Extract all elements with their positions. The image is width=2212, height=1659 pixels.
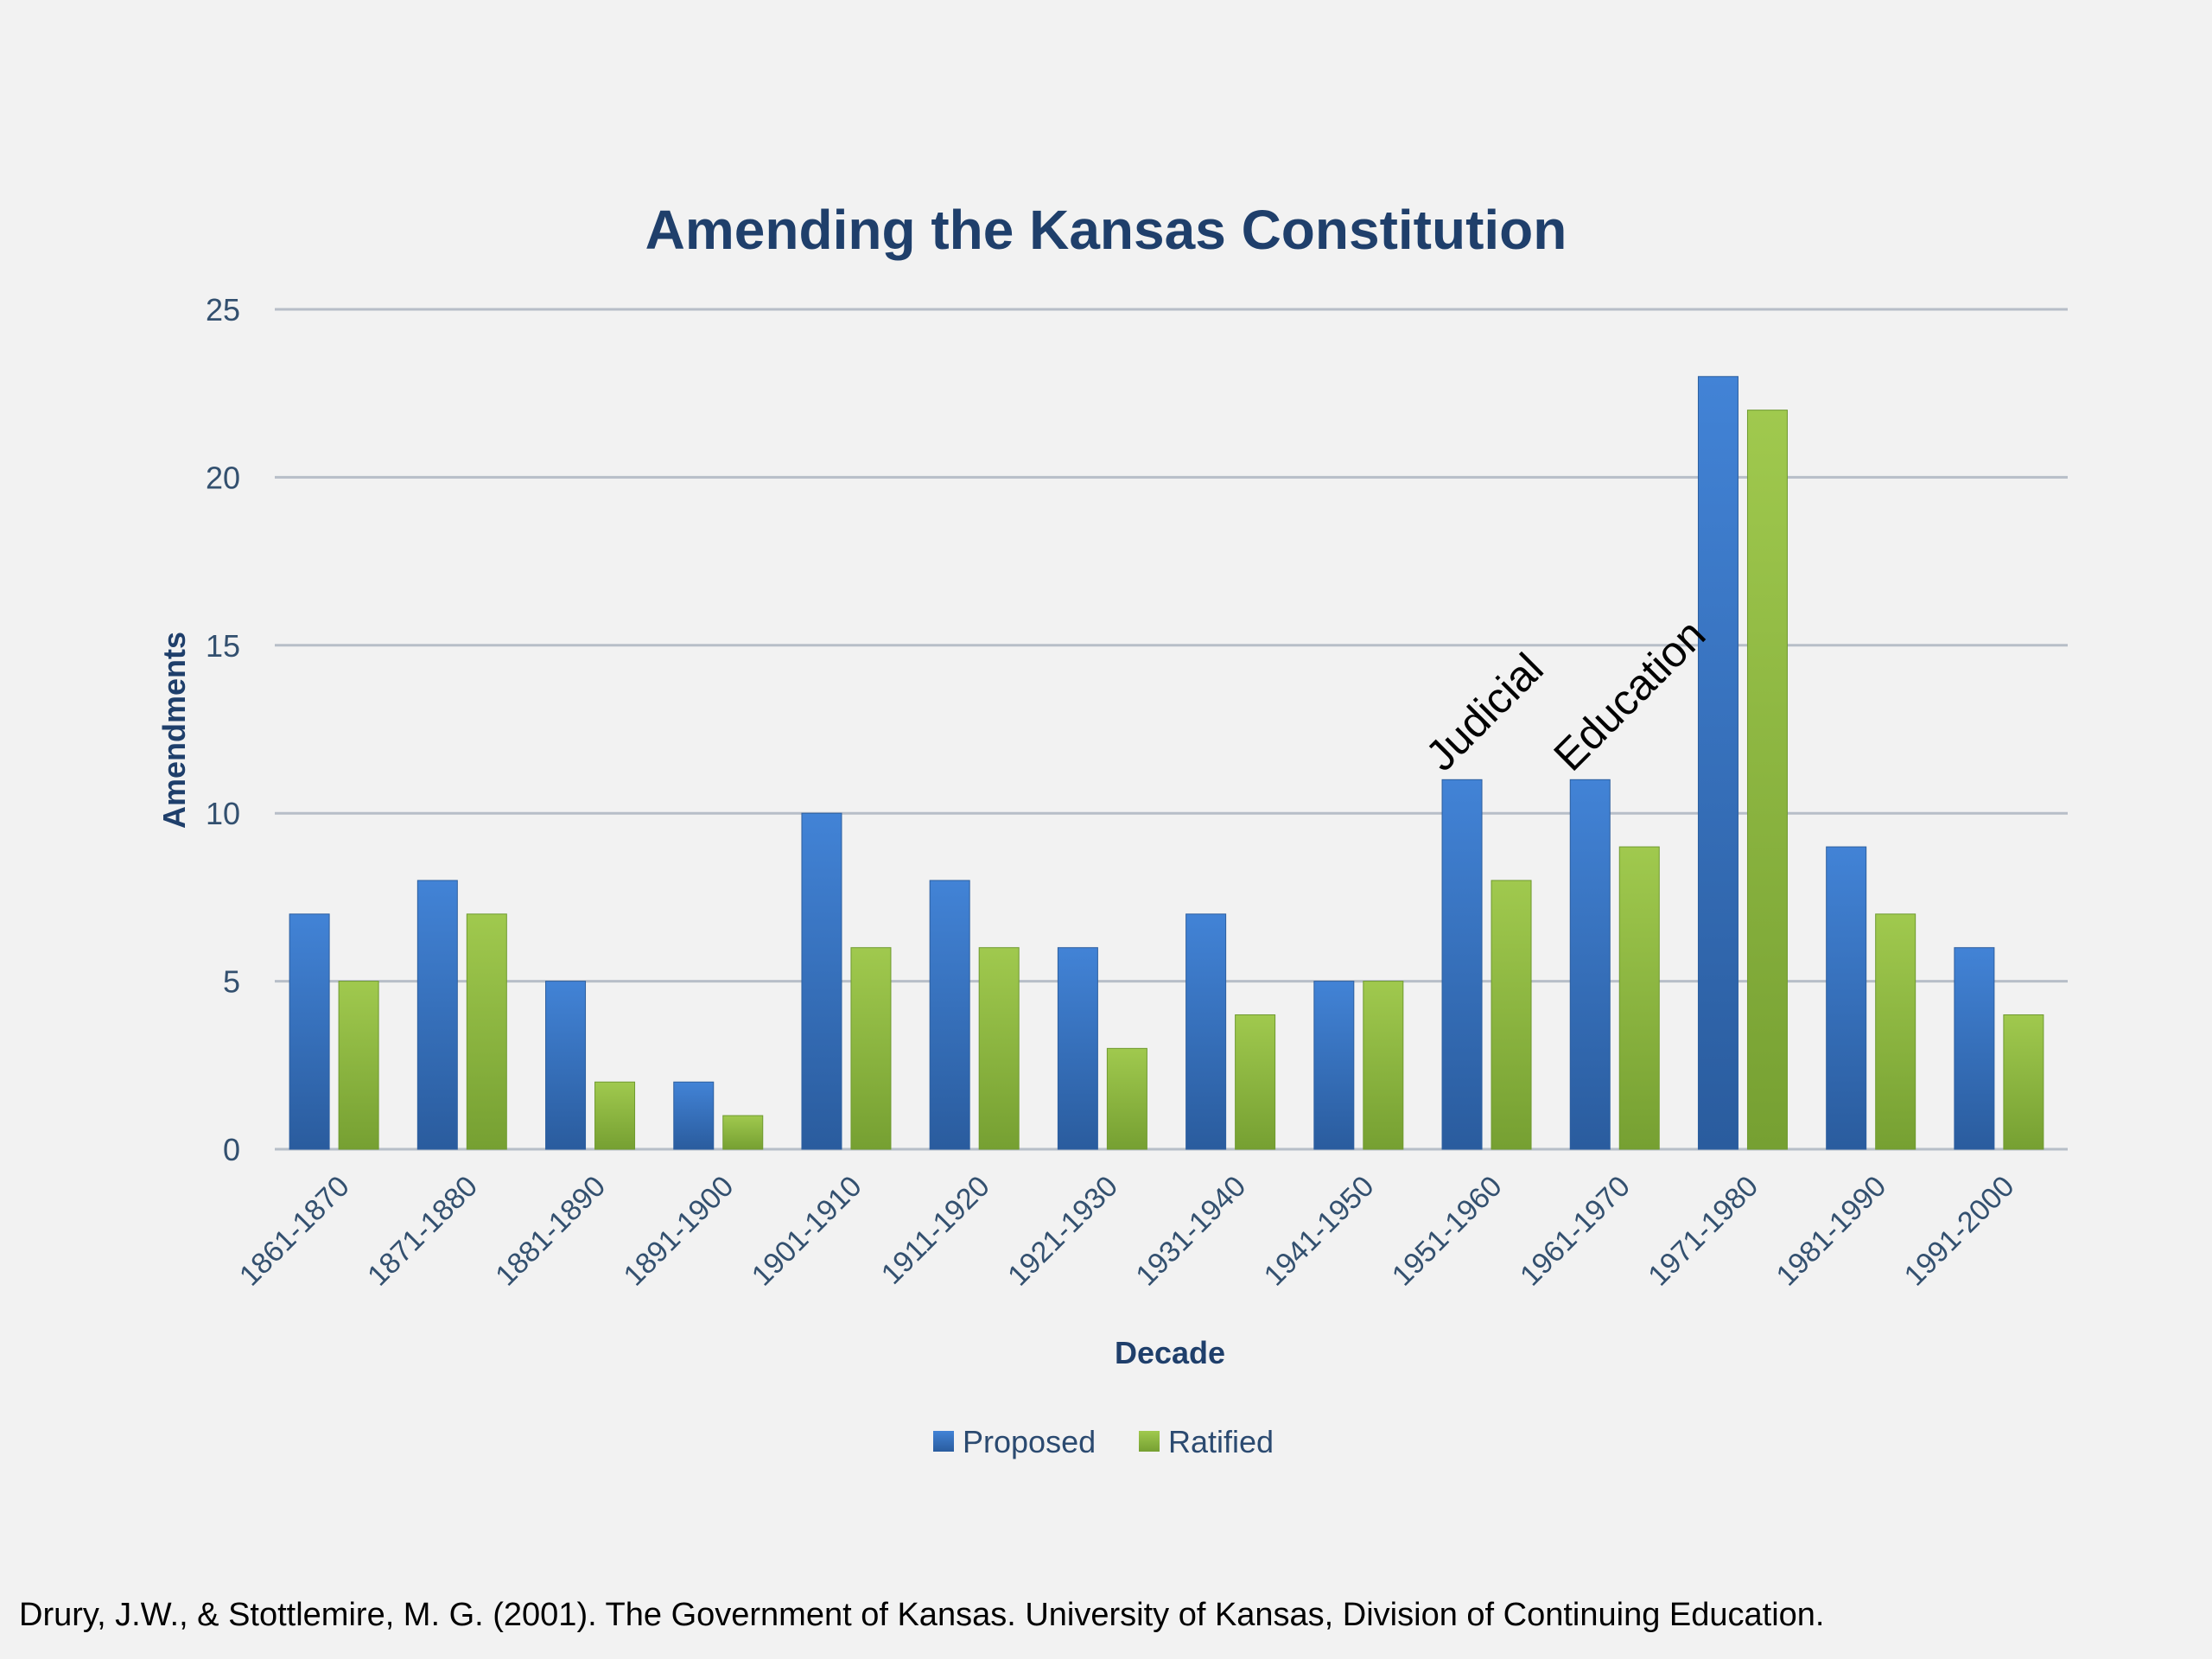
bar-ratified: [466, 913, 507, 1150]
legend-label-ratified: Ratified: [1168, 1424, 1274, 1459]
gridlines: [275, 308, 2068, 1151]
y-tick-label: 15: [206, 628, 240, 664]
bars: [289, 376, 2044, 1150]
y-axis-ticks: 0 5 10 15 20 25: [206, 292, 240, 1167]
x-tick-label: 1871-1880: [361, 1170, 484, 1293]
x-axis-ticks: 1861-1870 1871-1880 1881-1890 1891-1900 1901…: [233, 1170, 2021, 1293]
legend-label-proposed: Proposed: [963, 1424, 1096, 1459]
bar-proposed: [1313, 981, 1355, 1150]
x-tick-label: 1921-1930: [1001, 1170, 1124, 1293]
x-tick-label: 1861-1870: [233, 1170, 356, 1293]
legend-swatch-ratified: [1139, 1431, 1160, 1452]
bar-proposed: [1441, 779, 1483, 1150]
bar-ratified: [978, 947, 1020, 1150]
bar-proposed: [1057, 947, 1098, 1150]
bar-ratified: [1235, 1014, 1276, 1150]
bar-ratified: [1875, 913, 1916, 1150]
y-tick-label: 25: [206, 292, 240, 327]
bar-ratified: [594, 1081, 636, 1150]
y-tick-label: 20: [206, 460, 240, 495]
bar-proposed: [1569, 779, 1611, 1150]
bar-ratified: [338, 981, 379, 1150]
bar-ratified: [1618, 846, 1660, 1150]
bar-proposed: [929, 880, 970, 1150]
bar-proposed: [801, 812, 842, 1150]
x-tick-label: 1881-1890: [489, 1170, 612, 1293]
bar-proposed: [673, 1081, 715, 1150]
citation: Drury, J.W., & Stottlemire, M. G. (2001)…: [19, 1597, 1825, 1633]
bar-ratified: [850, 947, 892, 1150]
x-axis-title: Decade: [1115, 1335, 1225, 1370]
annotation-label: Judicial: [1416, 644, 1553, 780]
x-tick-label: 1971-1980: [1642, 1170, 1764, 1293]
bar-ratified: [1491, 880, 1532, 1150]
bar-ratified: [1363, 981, 1404, 1150]
chart-title: Amending the Kansas Constitution: [645, 199, 1567, 261]
bar-ratified: [1746, 410, 1788, 1150]
x-tick-label: 1931-1940: [1129, 1170, 1252, 1293]
x-tick-label: 1951-1960: [1386, 1170, 1509, 1293]
bar-proposed: [1697, 376, 1738, 1150]
x-tick-label: 1901-1910: [746, 1170, 868, 1293]
y-tick-label: 5: [223, 964, 240, 1000]
y-tick-label: 0: [223, 1132, 240, 1167]
legend: Proposed Ratified: [933, 1424, 1274, 1459]
bar-ratified: [1106, 1047, 1147, 1150]
bar-proposed: [1954, 947, 1995, 1150]
x-tick-label: 1961-1970: [1514, 1170, 1637, 1293]
x-tick-label: 1991-2000: [1898, 1170, 2021, 1293]
x-tick-label: 1891-1900: [618, 1170, 741, 1293]
y-tick-label: 10: [206, 796, 240, 831]
bar-proposed: [289, 913, 330, 1150]
bar-proposed: [545, 981, 587, 1150]
x-tick-label: 1981-1990: [1770, 1170, 1892, 1293]
bar-proposed: [1185, 913, 1227, 1150]
bar-ratified: [2003, 1014, 2044, 1150]
legend-swatch-proposed: [933, 1431, 954, 1452]
bar-proposed: [1826, 846, 1867, 1150]
x-tick-label: 1911-1920: [875, 1170, 996, 1291]
bar-ratified: [722, 1115, 764, 1150]
annotation-label: Education: [1544, 610, 1714, 780]
bar-proposed: [416, 880, 458, 1150]
x-tick-label: 1941-1950: [1258, 1170, 1381, 1293]
y-axis-title: Amendments: [156, 632, 192, 829]
